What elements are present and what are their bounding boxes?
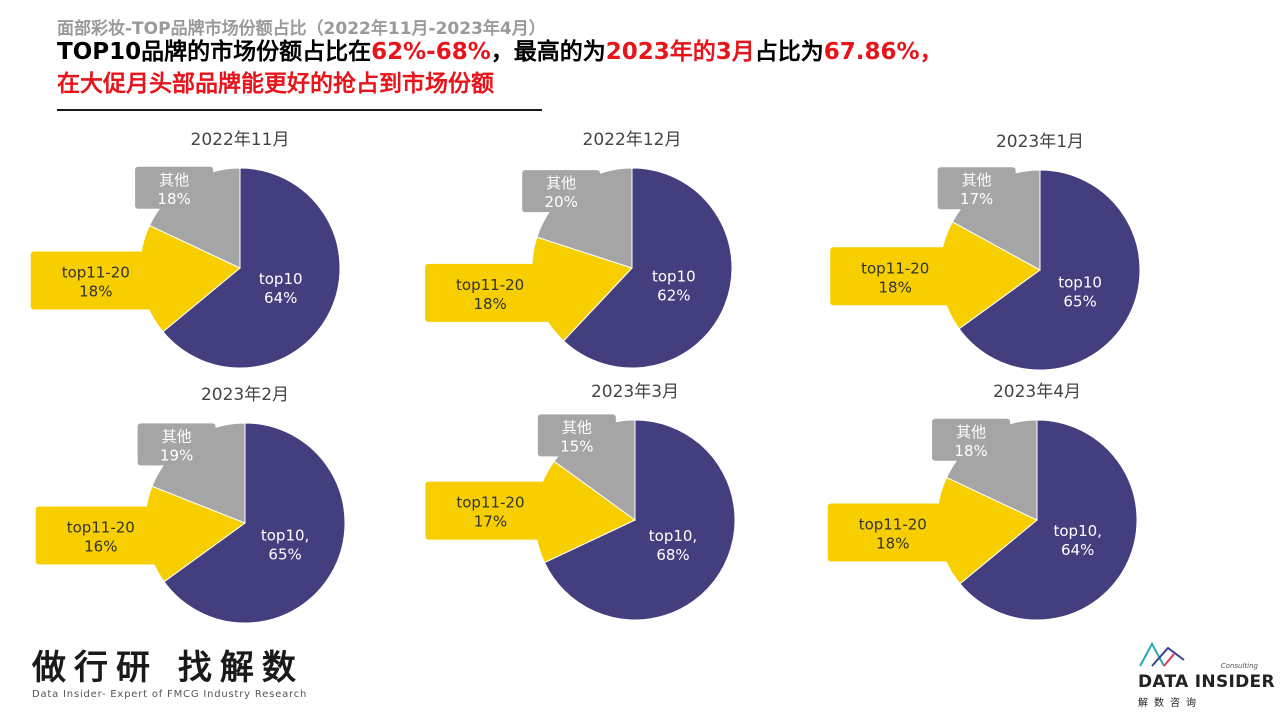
page-breadcrumb: 面部彩妆-TOP品牌市场份额占比（2022年11月-2023年4月） [57,19,546,39]
headline-text: TOP10品牌的市场份额占比在 [57,39,372,65]
callout-box-top11-20 [30,251,161,310]
slice-value-label: 18% [473,295,506,313]
callout-box-other [932,418,1011,461]
slice-value-label: 68% [656,546,689,564]
slice-label: top11-20 [456,276,524,294]
headline: TOP10品牌的市场份额占比在62%-68%，最高的为2023年的3月占比为67… [57,36,1057,100]
pie-slice-top10 [959,419,1138,621]
pie-slice-top10 [958,169,1141,371]
callout-box-other [937,167,1016,210]
slice-label: 其他 [956,423,986,441]
slice-value-label: 17% [960,190,993,208]
pie-slice-top10 [562,167,733,369]
headline-highlight: 67.86%， [823,39,943,65]
title-divider [57,109,542,111]
slice-value-label: 18% [79,283,112,301]
slice-value-label: 64% [1061,541,1094,559]
footer-slogan: 做行研 找解数 [32,648,304,688]
headline-line-2: 在大促月头部品牌能更好的抢占到市场份额 [57,71,494,97]
slice-label: top11-20 [859,516,927,534]
slice-label: top10, [261,526,309,544]
slice-value-label: 62% [657,287,690,305]
logo-name: DATA INSIDER [1138,672,1275,692]
chart-title: 2023年2月 [201,385,289,405]
slice-label: top10 [652,268,696,286]
slice-label: 其他 [159,171,189,189]
slice-value-label: 64% [264,289,297,307]
chart-title: 2023年3月 [591,382,679,402]
headline-highlight: 62%-68% [371,39,491,65]
callout-box-top11-20 [827,503,958,562]
slice-label: top11-20 [456,494,524,512]
chart-title: 2023年1月 [996,132,1084,152]
data-insider-logo: Consulting DATA INSIDER 解数咨询 [1138,640,1275,710]
callout-box-other [522,170,601,213]
slice-label: 其他 [562,418,592,436]
slice-label: top10 [259,270,303,288]
pie-slice-top10 [543,419,736,621]
pie-slice-top10 [163,422,346,624]
chart-title: 2022年12月 [583,130,682,150]
slice-value-label: 20% [544,193,577,211]
slice-label: top10 [1058,273,1102,291]
slice-label: 其他 [546,174,576,192]
slice-label: top11-20 [67,519,135,537]
footer-slogan-sub: Data Insider- Expert of FMCG Industry Re… [32,689,308,700]
slice-value-label: 18% [879,278,912,296]
callout-box-other [537,414,616,457]
slice-value-label: 15% [560,437,593,455]
slice-value-label: 18% [157,190,190,208]
callout-box-top11-20 [425,481,556,540]
slice-value-label: 16% [84,538,117,556]
headline-line-1: TOP10品牌的市场份额占比在62%-68%，最高的为2023年的3月占比为67… [57,36,1057,68]
slice-value-label: 18% [954,442,987,460]
logo-chinese-name: 解数咨询 [1138,698,1202,709]
headline-text: ，最高的为 [490,39,606,65]
slice-label: 其他 [162,427,192,445]
headline-text: 占比为 [754,39,824,65]
callout-box-top11-20 [35,506,166,565]
slice-value-label: 65% [268,545,301,563]
slice-value-label: 17% [474,513,507,531]
logo-consulting-text: Consulting [1220,662,1258,670]
pie-slice-top10 [162,167,341,369]
callout-box-other [135,166,214,209]
chart-title: 2022年11月 [191,130,290,150]
slice-value-label: 65% [1063,292,1096,310]
chart-title: 2023年4月 [993,382,1081,402]
callout-box-top11-20 [830,247,961,306]
headline-highlight: 2023年的3月 [605,39,755,65]
slice-label: top10, [649,527,697,545]
callout-box-other [137,423,216,466]
slice-label: 其他 [962,171,992,189]
slice-label: top11-20 [861,259,929,277]
slice-label: top11-20 [62,264,130,282]
slice-value-label: 19% [160,446,193,464]
callout-box-top11-20 [425,263,556,322]
slice-value-label: 18% [876,535,909,553]
logo-mark-icon [1139,641,1185,667]
slice-label: top10, [1053,522,1101,540]
